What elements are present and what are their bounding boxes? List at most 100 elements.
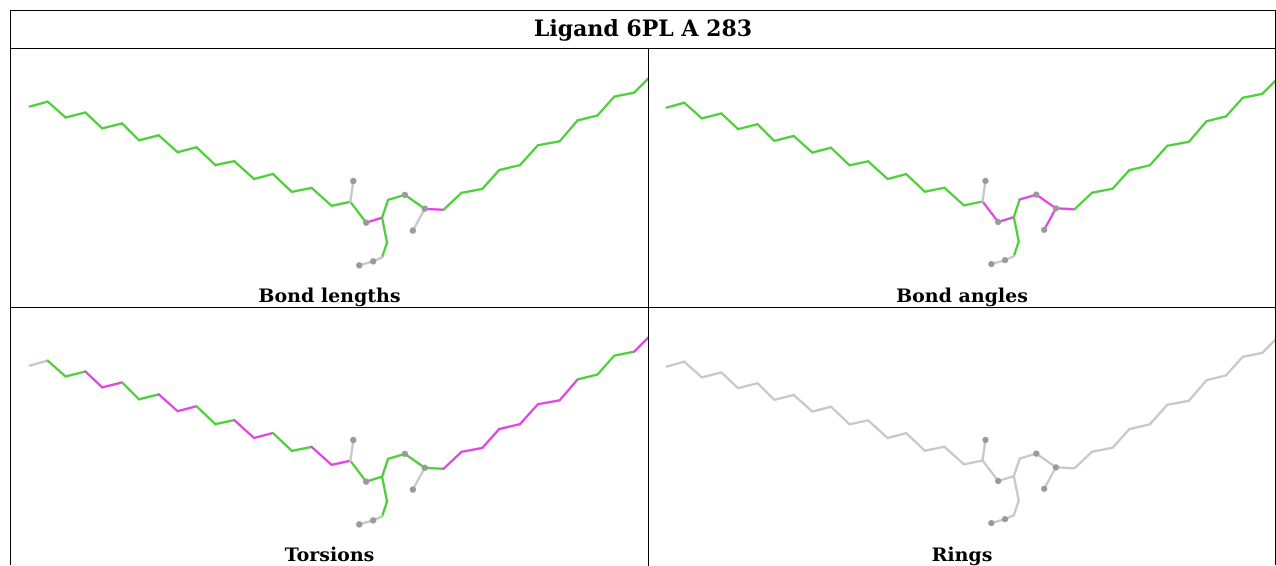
bond-line [1148, 144, 1169, 167]
bond-line [1241, 92, 1264, 99]
bond-line [981, 200, 1000, 224]
bond-line [411, 466, 426, 491]
atom-dot [350, 177, 357, 185]
bond-line [773, 134, 795, 143]
bond-line [756, 123, 776, 143]
bond-line [101, 122, 124, 130]
atom-dot [1041, 226, 1048, 233]
atom-dot [982, 436, 989, 444]
bond-line [290, 445, 313, 453]
bond-line [886, 172, 908, 181]
bond-line [1187, 120, 1208, 143]
bond-line [380, 216, 389, 244]
bond-line [905, 431, 927, 452]
bond-line [829, 405, 851, 426]
bond-line [380, 475, 389, 503]
bond-line [558, 119, 579, 143]
bond-line [811, 405, 833, 413]
panel-torsions: Torsions [11, 308, 648, 566]
bond-line [290, 186, 313, 194]
atom-dot [1052, 205, 1060, 212]
bond-line [981, 459, 1000, 483]
bond-line [1261, 79, 1275, 96]
bond-line [403, 193, 426, 210]
bond-line [460, 446, 484, 454]
bond-line [632, 77, 648, 94]
bond-line [1241, 351, 1264, 358]
bond-line [101, 381, 124, 389]
validation-figure: Ligand 6PL A 283 Bond lengths Bond angle… [10, 10, 1276, 566]
bond-line [1012, 457, 1021, 478]
bond-line [349, 179, 355, 204]
atom-dot [1033, 450, 1040, 457]
bond-line [829, 146, 851, 167]
bond-line [848, 419, 870, 426]
bond-line [1205, 115, 1228, 123]
bond-line [736, 123, 759, 131]
bond-line [1261, 338, 1275, 355]
atom-dot [369, 517, 377, 524]
bond-line [1073, 191, 1094, 211]
bond-line [1148, 403, 1169, 426]
bond-line [380, 241, 389, 259]
bond-line [866, 160, 889, 181]
bond-line [64, 111, 87, 119]
bond-line [233, 159, 256, 181]
bond-line [120, 122, 141, 142]
atom-dot [982, 177, 989, 185]
bond-line [536, 399, 561, 406]
bond-line [46, 100, 67, 119]
bond-line [981, 438, 987, 462]
bond-line [176, 146, 198, 154]
molecule-bond-angles [665, 79, 1275, 268]
bond-line [1224, 355, 1244, 377]
bond-line [981, 179, 987, 203]
bond-line [497, 422, 522, 431]
bond-line [157, 393, 179, 413]
bond-line [1012, 198, 1021, 219]
bond-line [349, 459, 368, 483]
bond-line [1090, 187, 1114, 194]
bond-line [683, 101, 703, 120]
bond-line [1166, 399, 1191, 406]
bond-line [665, 360, 686, 368]
bond-line [1042, 207, 1058, 232]
bond-line [214, 418, 236, 426]
atom-dot [356, 262, 363, 269]
panel-bond-lengths: Bond lengths [11, 49, 648, 307]
atom-dot [988, 260, 995, 268]
bond-line [28, 359, 49, 367]
bond-line [613, 91, 636, 98]
panel-label-bond-angles: Bond angles [896, 285, 1028, 307]
bond-line [1073, 450, 1094, 470]
bond-line [481, 168, 501, 191]
bond-line [271, 172, 293, 194]
atom-dot [995, 477, 1002, 485]
bond-line [518, 144, 540, 167]
molecule-rings [665, 338, 1275, 527]
bond-line [700, 371, 723, 379]
bond-line [271, 431, 293, 453]
atom-dot [421, 464, 428, 471]
bond-line [632, 336, 648, 353]
bond-line [700, 112, 723, 120]
bond-line [576, 114, 599, 122]
bond-line [176, 405, 198, 413]
bond-line [46, 359, 67, 378]
bond-line [1128, 423, 1151, 431]
bond-line [962, 200, 984, 207]
molecule-bond-lengths [28, 77, 648, 269]
bond-line [310, 445, 333, 466]
atom-dot [1033, 191, 1040, 198]
bond-line [137, 393, 161, 401]
atom-dot [1041, 485, 1048, 492]
panel-rings: Rings [649, 308, 1275, 566]
bond-line [380, 500, 389, 518]
atom-dot [421, 205, 428, 212]
bond-line [923, 445, 946, 452]
bond-line [1166, 140, 1191, 147]
atom-dot [409, 486, 417, 493]
bond-line [736, 382, 759, 390]
bond-line [64, 370, 87, 378]
row-divider [11, 307, 1275, 308]
